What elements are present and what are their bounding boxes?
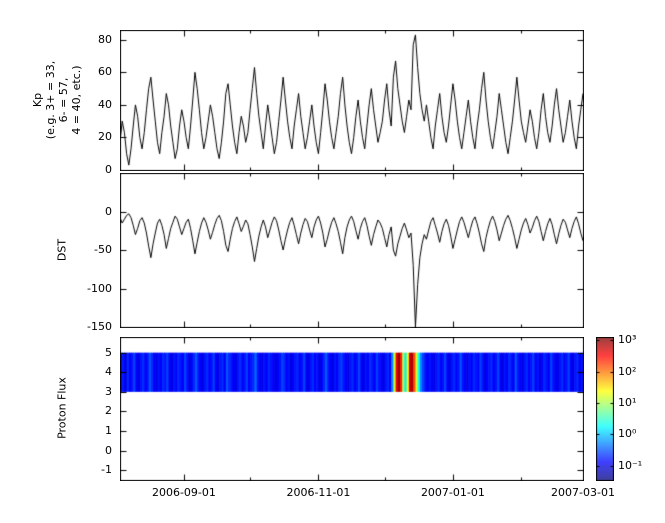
y-tick-label: 20 bbox=[98, 130, 112, 144]
y-tick-label: -100 bbox=[87, 281, 112, 295]
y-tick-label: 0 bbox=[105, 163, 112, 176]
x-tick-label: 2006-09-01 bbox=[151, 486, 216, 499]
x-tick-label: 2007-01-01 bbox=[420, 486, 485, 499]
y-tick-label: 80 bbox=[98, 32, 112, 46]
x-tick-label: 2006-11-01 bbox=[286, 486, 351, 499]
y-tick-label: 3 bbox=[105, 384, 112, 398]
y-tick-label: -150 bbox=[87, 320, 112, 333]
colorbar-tick-label: 10¹ bbox=[618, 396, 637, 409]
y-tick-label: 2 bbox=[105, 404, 112, 418]
y-tick-label: -50 bbox=[94, 243, 112, 256]
y-tick-label: 0 bbox=[105, 204, 112, 218]
kp-axis-label-line-1: Kp bbox=[31, 92, 44, 108]
kp-axis-label-line-2: (e.g. 3+ = 33, bbox=[44, 60, 57, 140]
dst-axis-label: DST bbox=[55, 238, 69, 262]
y-tick-label: 1 bbox=[105, 424, 112, 438]
colorbar-tick-label: 10⁻¹ bbox=[618, 458, 643, 472]
proton-flux-axis-label: Proton Flux bbox=[55, 377, 69, 439]
dst-line-chart-canvas bbox=[120, 173, 584, 328]
kp-axis-label: Kp (e.g. 3+ = 33, 6- = 57, 4 = 40, etc.) bbox=[31, 61, 83, 139]
colorbar-canvas bbox=[596, 337, 614, 481]
y-tick-label: -1 bbox=[101, 463, 112, 477]
colorbar-tick-label: 10² bbox=[618, 364, 637, 378]
kp-line-chart-canvas bbox=[120, 30, 584, 171]
kp-axis-label-line-4: 4 = 40, etc.) bbox=[70, 65, 83, 135]
colorbar-tick-label: 10³ bbox=[618, 333, 637, 347]
y-tick-label: 60 bbox=[98, 65, 112, 79]
y-tick-label: 4 bbox=[105, 365, 112, 379]
y-tick-label: 5 bbox=[105, 345, 112, 359]
y-tick-label: 0 bbox=[105, 443, 112, 457]
colorbar-tick-label: 10⁰ bbox=[618, 427, 637, 441]
x-tick-label: 2007-03-01 bbox=[551, 486, 615, 499]
proton-flux-spectrogram-canvas bbox=[120, 337, 584, 481]
kp-axis-label-line-3: 6- = 57, bbox=[57, 77, 70, 123]
y-tick-label: 40 bbox=[98, 97, 112, 111]
